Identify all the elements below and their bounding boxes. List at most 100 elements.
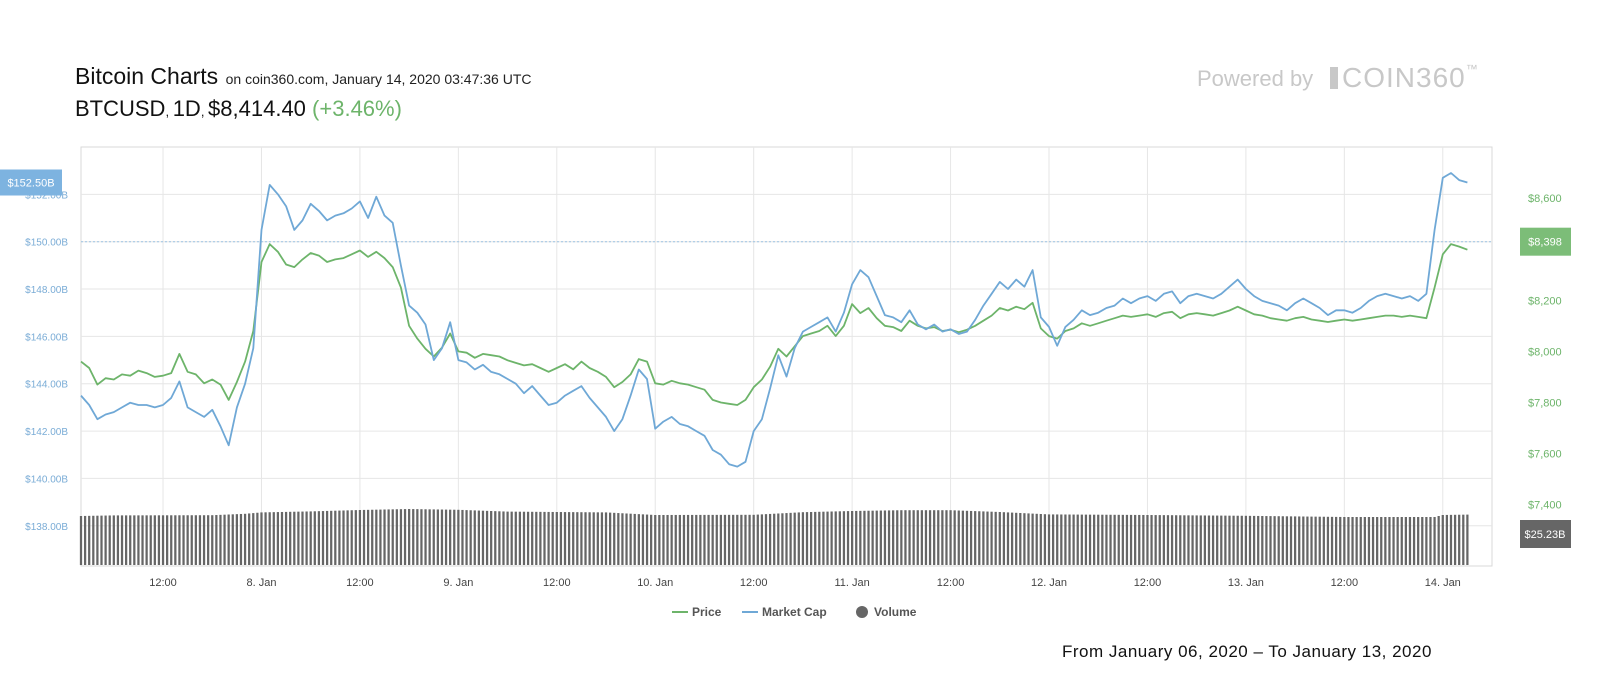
coin360-logo[interactable]: COIN360™ [1330,62,1479,94]
volume-bar [268,512,271,565]
left-tick-label: $140.00B [25,474,68,485]
volume-bar [773,513,776,565]
volume-bar [371,509,374,565]
volume-bar [949,510,952,565]
volume-bar [539,511,542,565]
market-cap-flag [0,169,62,196]
volume-bar [235,514,238,565]
volume-bar [178,515,181,565]
volume-bar [354,510,357,565]
volume-bar [1220,515,1223,565]
volume-bar [752,514,755,565]
volume-bar [293,511,296,565]
volume-bar [732,514,735,565]
volume-bar [1404,517,1407,565]
volume-bar [1330,516,1334,565]
volume-bar [826,511,829,565]
volume-bar [711,514,714,565]
volume-bar [1023,513,1026,565]
volume-bar [1088,514,1092,565]
volume-bar [379,509,382,565]
volume-bar [149,515,152,565]
volume-bar [1211,515,1215,565]
volume-bar [1388,517,1391,565]
volume-bar [703,514,706,565]
legend-label-2: Market Cap [762,605,827,619]
volume-bar [1015,512,1018,565]
volume-bar [719,514,723,565]
volume-bar [920,510,923,565]
volume-bar [330,510,333,565]
volume-bar [129,515,132,565]
volume-bar [1199,515,1202,565]
right-tick-label: $8,600 [1528,193,1562,205]
volume-bar [1191,515,1194,565]
x-tick-label: 12:00 [937,577,965,589]
volume-bar [1265,516,1268,565]
volume-bar [1261,516,1264,565]
volume-bar [670,514,673,565]
volume-bar [978,511,981,565]
volume-bar [777,513,780,565]
volume-bar [1244,515,1248,565]
volume-bar [243,513,247,565]
volume-bar [1380,517,1383,565]
x-tick-label: 9. Jan [443,577,473,589]
volume-bar [789,512,792,565]
volume-bar [1293,516,1297,565]
volume-bar [1125,514,1129,565]
volume-bar [1224,515,1227,565]
volume-bar [1216,515,1219,565]
volume-bar [1289,516,1293,565]
volume-bar [473,510,476,565]
volume-bar [805,512,809,565]
volume-bar [625,513,628,565]
volume-bar [1277,516,1280,565]
volume-bar [338,510,341,565]
volume-bar [1121,514,1124,565]
volume-bar [305,511,308,565]
volume-bar [395,509,398,565]
volume-bar [682,514,686,565]
volume-bar [547,511,550,565]
chart-subtitle: on coin360.com, January 14, 2020 03:47:3… [225,71,532,87]
volume-bar [699,514,702,565]
volume-bar [403,509,407,565]
volume-bar [256,512,259,565]
volume-bar [850,511,854,565]
volume-bar [145,515,148,565]
volume-bar [896,510,899,565]
volume-bar [284,511,288,565]
volume-bar [666,514,669,565]
volume-bar [883,510,887,565]
chart-legend[interactable]: Price Market Cap Volume [672,605,917,619]
volume-bar [1376,517,1379,565]
volume-bar [723,514,727,565]
volume-bar [391,509,394,565]
volume-bar [1027,513,1030,565]
volume-bar [506,511,509,565]
volume-bar [937,510,940,565]
volume-bar [108,515,111,565]
volume-bar [1343,517,1346,565]
volume-bar [572,512,575,565]
volume-bar [153,515,156,565]
volume-bar [1236,515,1239,565]
volume-bar [514,511,517,565]
volume-bar [1285,516,1289,565]
volume-bar [276,512,280,565]
volume-bar [1412,517,1416,565]
volume-bar [1175,515,1178,565]
volume-bar [1142,514,1145,565]
volume-bar [1138,514,1141,565]
left-tick-label: $146.00B [25,332,68,343]
legend-label-1: Price [692,605,722,619]
volume-bar [366,509,370,565]
volume-bar [965,510,969,565]
plot-frame [80,146,1493,567]
volume-bar [855,510,858,565]
volume-bar [736,514,739,565]
volume-bar [1273,516,1276,565]
price-change: (+3.46%) [312,96,402,121]
